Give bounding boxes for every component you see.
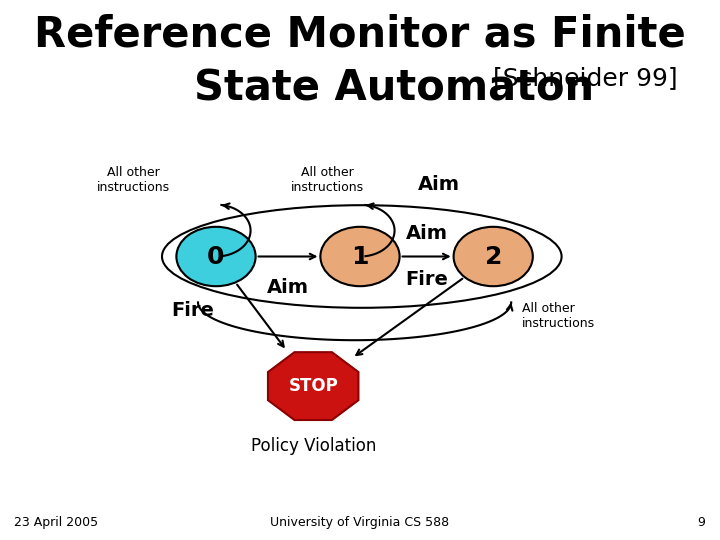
Text: 1: 1 [351, 245, 369, 268]
Text: 9: 9 [698, 516, 706, 529]
Text: STOP: STOP [288, 377, 338, 395]
Text: State Automaton: State Automaton [194, 68, 595, 110]
Text: Aim: Aim [267, 278, 309, 297]
Text: Aim: Aim [418, 176, 459, 194]
Text: Reference Monitor as Finite: Reference Monitor as Finite [34, 14, 686, 56]
Text: [Schneider 99]: [Schneider 99] [493, 66, 678, 90]
Text: Aim: Aim [405, 224, 448, 243]
Text: All other
instructions: All other instructions [291, 166, 364, 194]
Text: 23 April 2005: 23 April 2005 [14, 516, 99, 529]
Circle shape [454, 227, 533, 286]
Text: 2: 2 [485, 245, 502, 268]
Polygon shape [268, 352, 359, 420]
Text: 0: 0 [207, 245, 225, 268]
Circle shape [320, 227, 400, 286]
Circle shape [176, 227, 256, 286]
Text: Policy Violation: Policy Violation [251, 437, 376, 455]
Text: All other
instructions: All other instructions [522, 302, 595, 330]
Text: Fire: Fire [171, 301, 215, 320]
Text: All other
instructions: All other instructions [96, 166, 170, 194]
Text: Fire: Fire [405, 270, 448, 289]
Text: University of Virginia CS 588: University of Virginia CS 588 [271, 516, 449, 529]
